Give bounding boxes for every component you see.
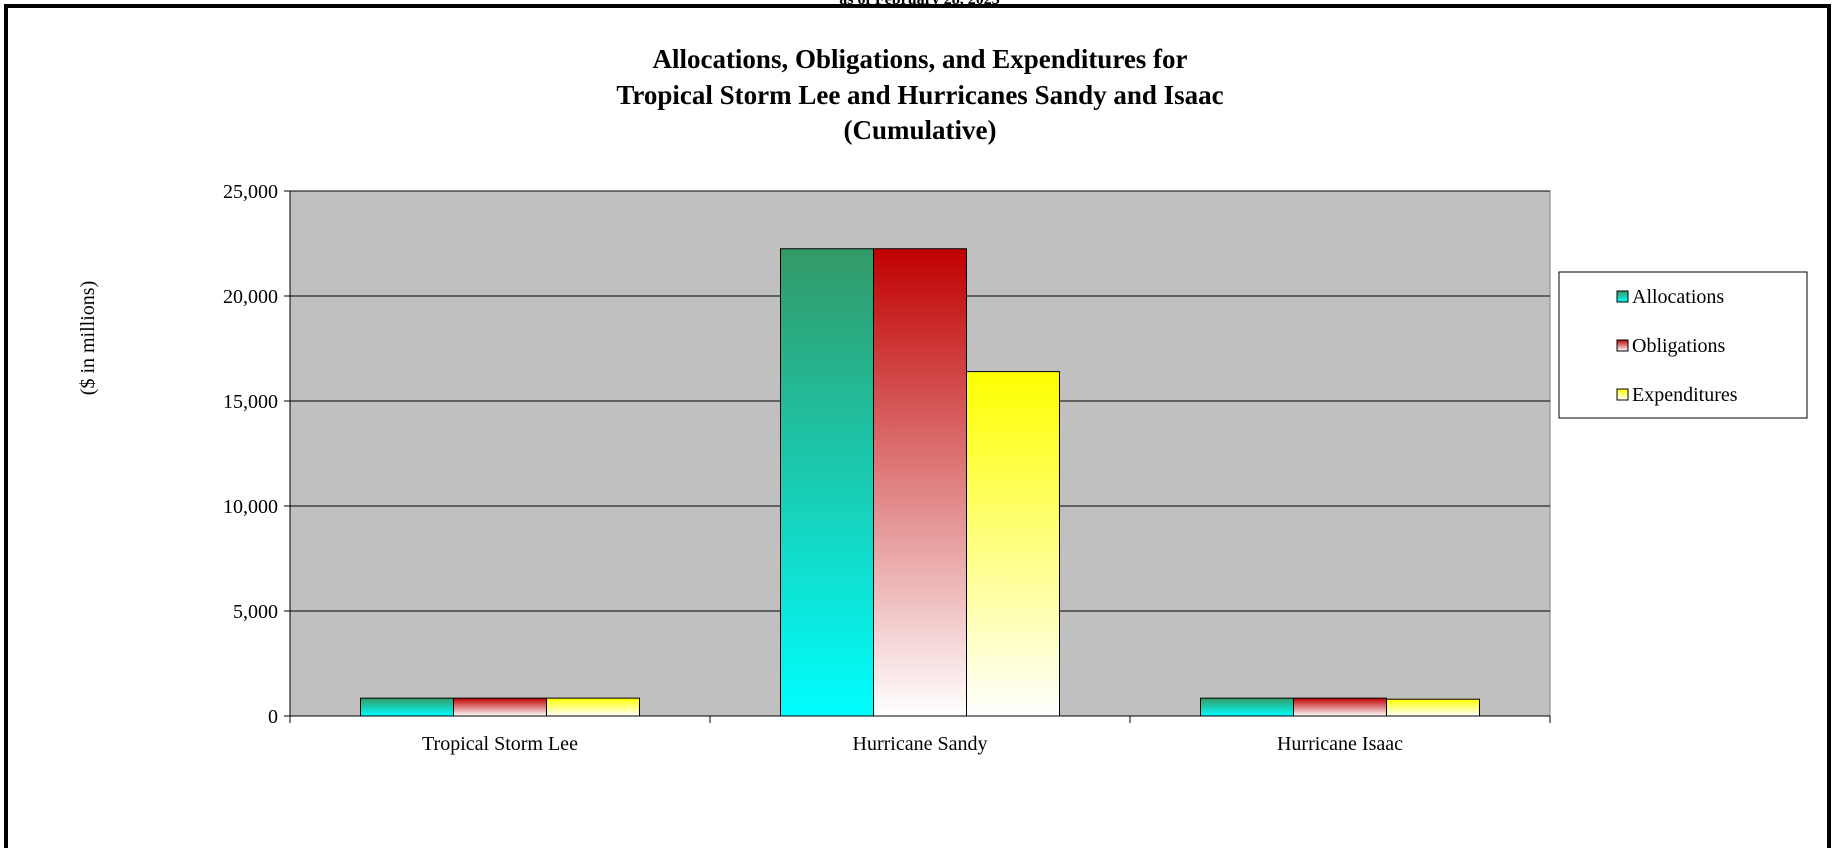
x-category-label: Hurricane Sandy [853,733,988,755]
top-caption: as of February 28, 2023 [0,0,1839,9]
y-tick-label: 0 [268,706,278,728]
chart-title-line-1: Allocations, Obligations, and Expenditur… [652,44,1187,74]
legend-label-allocations: Allocations [1632,286,1724,308]
x-category-label: Tropical Storm Lee [422,733,578,755]
bar-expenditures [546,697,640,717]
chart-title-line-3: (Cumulative) [844,115,997,145]
plot-area: 0 5,000 10,000 15,000 20,000 25,000 Tropical S… [223,181,1551,755]
y-tick-label: 15,000 [223,391,278,413]
legend-label-expenditures: Expenditures [1632,384,1738,406]
legend: Allocations Obligations Expenditures [1558,271,1808,419]
bar-obligations [1293,697,1387,717]
chart-title-line-2: Tropical Storm Lee and Hurricanes Sandy … [616,80,1223,110]
y-tick-label: 20,000 [223,286,278,308]
y-axis-label: ($ in millions) [77,281,99,395]
y-tick-label: 10,000 [223,496,278,518]
legend-label-obligations: Obligations [1632,335,1726,357]
legend-box [1558,271,1808,419]
y-tick-label: 25,000 [223,181,278,203]
legend-swatch-expenditures [1616,388,1629,401]
bar-obligations [453,697,547,717]
y-tick-label: 5,000 [233,601,278,623]
bar-allocations [780,248,874,717]
legend-swatch-obligations [1616,339,1629,352]
x-category-label: Hurricane Isaac [1277,733,1403,755]
bar-allocations [360,697,454,717]
bar-expenditures [1386,698,1480,717]
bar-expenditures [966,371,1060,717]
bar-allocations [1200,697,1294,717]
bar-obligations [873,248,967,717]
legend-swatch-allocations [1616,290,1629,303]
